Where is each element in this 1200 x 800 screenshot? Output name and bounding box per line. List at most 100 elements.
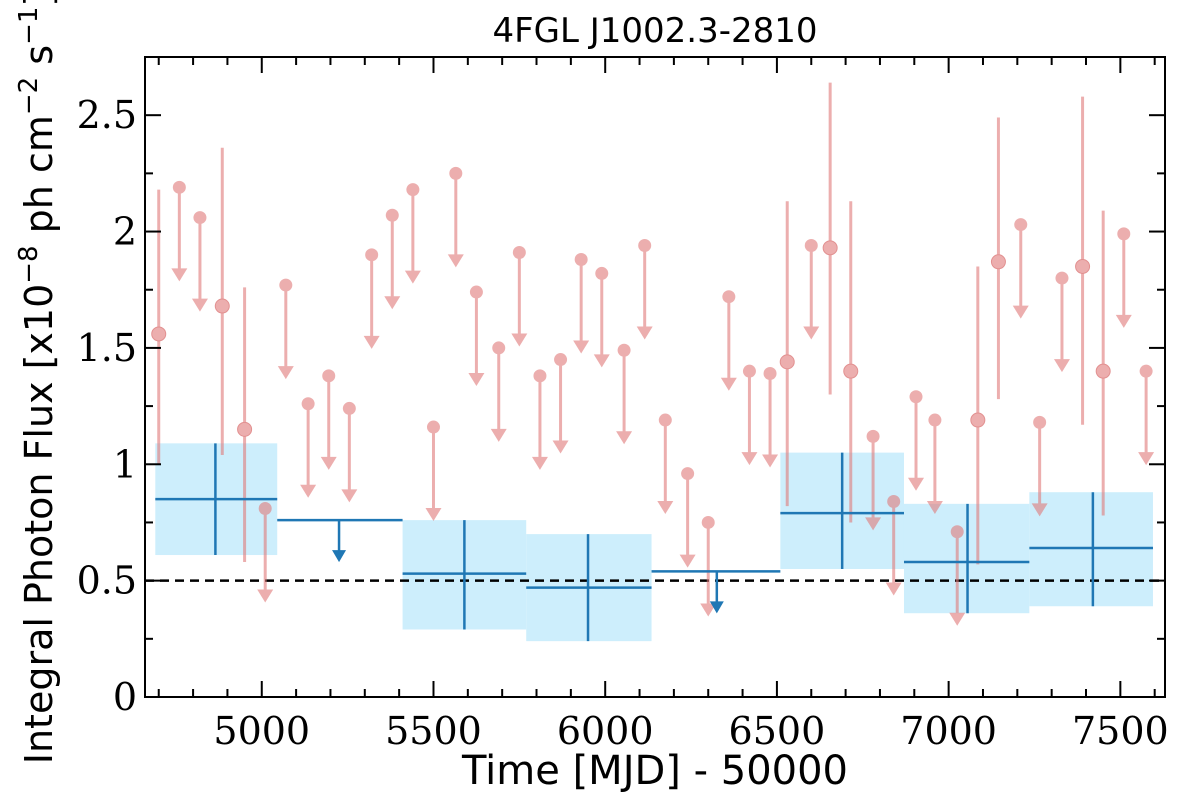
fine-detection-2 — [237, 287, 253, 563]
fine-upper-limit-34 — [1031, 415, 1048, 517]
fine-upper-limit-point-9 — [406, 183, 420, 197]
fine-upper-limit-19 — [616, 343, 633, 445]
y-tick-label-3: 1.5 — [77, 326, 137, 370]
fine-upper-limit-28 — [865, 429, 882, 531]
fine-upper-limit-point-25 — [742, 364, 756, 378]
fine-upper-limit-arrow-25 — [741, 452, 758, 466]
fine-upper-limit-point-17 — [574, 252, 588, 266]
fine-detection-point-0 — [151, 326, 167, 342]
fine-upper-limit-point-23 — [701, 515, 715, 529]
axes: 5000 5500 6000 6500 7000 7500 0 0.5 1 1.5 2 2.5 — [77, 56, 1169, 753]
y-axis-label-part: Integral Photon Flux [x10 — [17, 284, 61, 765]
fine-upper-limit-arrow-36 — [1115, 314, 1132, 328]
fine-upper-limit-7 — [363, 248, 380, 349]
coarse-upper-limit-0 — [277, 518, 403, 563]
fine-upper-limit-point-0 — [172, 180, 186, 194]
fine-upper-limit-point-33 — [1014, 218, 1028, 232]
fine-upper-limit-9 — [404, 183, 421, 284]
coarse-upper-limit-1 — [651, 570, 781, 614]
fine-upper-limit-14 — [511, 245, 528, 347]
x-tick-label-4: 7000 — [900, 709, 997, 753]
fine-upper-limit-arrow-16 — [552, 440, 569, 454]
fine-upper-limit-31 — [926, 413, 943, 515]
fine-upper-limit-arrow-33 — [1012, 305, 1029, 319]
coarse-detection-1 — [402, 520, 527, 630]
fine-upper-limit-point-11 — [449, 166, 463, 180]
fine-upper-limit-26 — [762, 367, 779, 468]
fine-upper-limit-32 — [949, 525, 966, 626]
fine-upper-limit-arrow-28 — [865, 517, 882, 531]
fine-detection-5 — [843, 201, 859, 523]
fine-upper-limit-point-28 — [866, 429, 880, 443]
fine-upper-limit-arrow-9 — [404, 270, 421, 284]
fine-upper-limit-point-13 — [492, 341, 506, 355]
fine-upper-limit-29 — [885, 495, 902, 596]
fine-upper-limit-13 — [490, 341, 507, 442]
fine-upper-limit-arrow-14 — [511, 333, 528, 347]
fine-upper-limit-point-29 — [887, 495, 901, 509]
fine-upper-limit-arrow-31 — [926, 501, 943, 515]
fine-upper-limit-arrow-30 — [908, 477, 925, 491]
y-axis-label-part: ] — [17, 0, 61, 7]
coarse-upper-limit-arrow-0 — [332, 550, 347, 563]
fine-upper-limit-point-7 — [365, 248, 379, 262]
y-axis-label-part: s — [17, 45, 61, 77]
x-tick-label-5: 7500 — [1072, 709, 1169, 753]
fine-upper-limit-arrow-4 — [300, 484, 317, 498]
fine-upper-limit-point-6 — [342, 401, 356, 415]
fine-upper-limit-arrow-27 — [803, 326, 820, 340]
fine-upper-limit-point-37 — [1139, 364, 1153, 378]
fine-upper-limit-point-8 — [385, 208, 399, 222]
fine-upper-limit-arrow-7 — [363, 335, 380, 349]
fine-upper-limit-point-27 — [804, 239, 818, 253]
fine-detection-point-8 — [1075, 258, 1091, 274]
fine-detection-point-5 — [843, 363, 859, 379]
x-tick-label-2: 6000 — [557, 709, 654, 753]
fine-upper-limit-27 — [803, 239, 820, 340]
fine-detection-point-4 — [822, 240, 838, 256]
x-axis-label: Time [MJD] - 50000 — [461, 748, 848, 794]
fine-upper-limit-point-15 — [533, 369, 547, 383]
fine-detection-point-3 — [779, 354, 795, 370]
fine-upper-limit-point-10 — [426, 420, 440, 434]
fine-upper-limit-37 — [1138, 364, 1155, 466]
coarse-detection-5 — [1029, 492, 1153, 607]
fine-upper-limit-2 — [257, 501, 274, 603]
fine-upper-limit-point-26 — [763, 367, 777, 381]
fine-upper-limit-point-12 — [469, 285, 483, 299]
y-axis-label: Integral Photon Flux [x10−8 ph cm−2 s−1] — [14, 0, 61, 764]
fine-upper-limit-arrow-8 — [384, 296, 401, 310]
fine-upper-limit-8 — [384, 208, 401, 310]
fine-upper-limit-point-19 — [617, 343, 631, 357]
coarse-detection-2 — [526, 534, 652, 642]
fine-upper-limit-point-3 — [279, 278, 293, 292]
x-tick-label-0: 5000 — [213, 709, 310, 753]
fine-detection-9 — [1095, 210, 1111, 516]
fine-detection-point-2 — [237, 421, 253, 437]
fine-upper-limit-15 — [531, 369, 548, 470]
fine-detection-4 — [822, 82, 838, 395]
fine-upper-limit-17 — [573, 252, 590, 354]
y-tick-label-2: 1 — [113, 442, 137, 486]
fine-detection-3 — [779, 201, 795, 507]
fine-upper-limit-arrow-1 — [191, 298, 208, 312]
fine-upper-limit-3 — [277, 278, 294, 380]
fine-upper-limit-30 — [908, 390, 925, 491]
fine-upper-limit-arrow-32 — [949, 612, 966, 626]
fine-upper-limit-arrow-15 — [531, 456, 548, 470]
fine-upper-limit-point-31 — [928, 413, 942, 427]
fine-upper-limit-25 — [741, 364, 758, 466]
fine-detection-8 — [1075, 96, 1091, 425]
coarse-detection-4 — [903, 503, 1030, 614]
fine-upper-limit-arrow-3 — [277, 366, 294, 380]
fine-upper-limit-36 — [1115, 227, 1132, 328]
fine-upper-limit-12 — [468, 285, 485, 387]
fine-detection-6 — [970, 266, 986, 565]
y-axis-label-part: ph cm — [17, 115, 61, 245]
fine-upper-limit-arrow-22 — [679, 554, 696, 568]
y-tick-label-1: 0.5 — [77, 559, 137, 603]
y-axis-label-exponent: −8 — [14, 245, 44, 283]
y-tick-label-4: 2 — [113, 210, 137, 254]
fine-upper-limit-point-21 — [658, 413, 672, 427]
